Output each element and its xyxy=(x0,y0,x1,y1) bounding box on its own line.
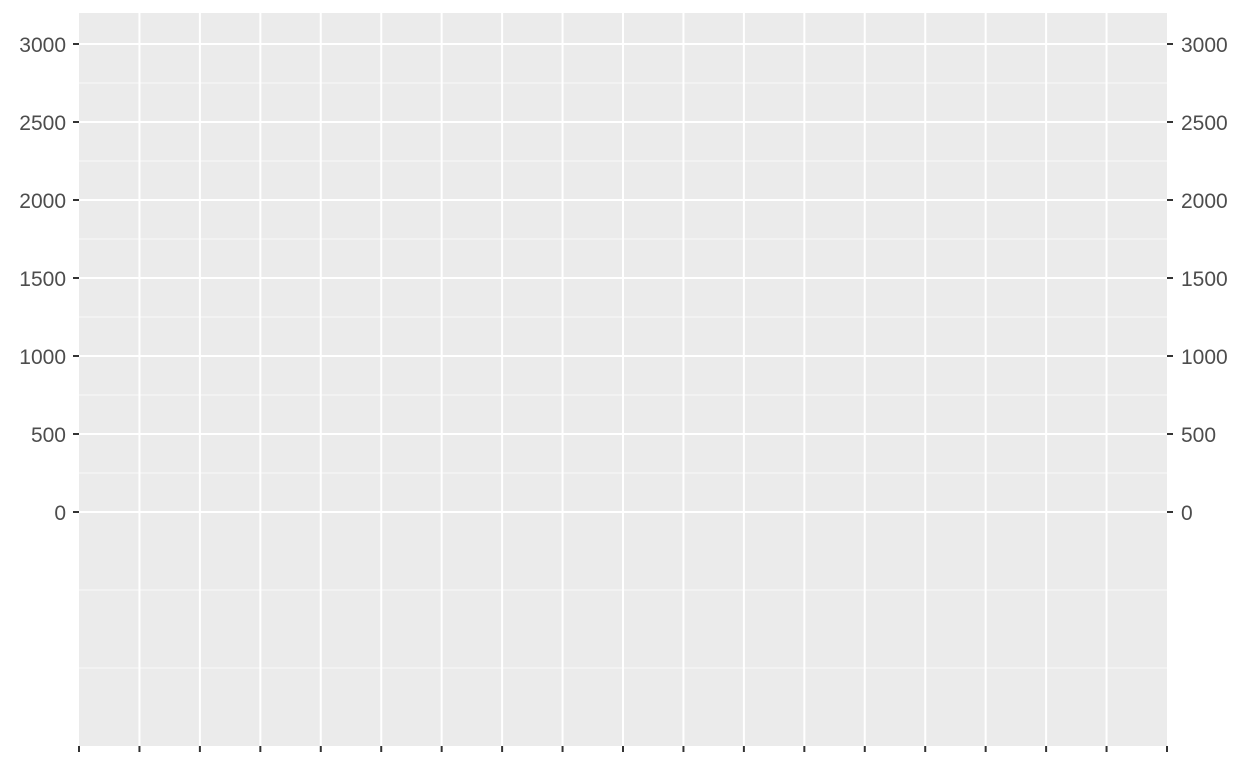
y-tick-label-left: 0 xyxy=(54,502,66,525)
y-tick-label-right: 2500 xyxy=(1181,112,1228,135)
y-tick-label-left: 2000 xyxy=(19,190,66,213)
y-tick-label-right: 1500 xyxy=(1181,268,1228,291)
y-tick-label-left: 2500 xyxy=(19,112,66,135)
y-tick-label-left: 3000 xyxy=(19,34,66,57)
bottom-x-axis xyxy=(78,746,1168,752)
major-gridlines-x xyxy=(138,13,1108,746)
y-tick-label-right: 2000 xyxy=(1181,190,1228,213)
right-y-axis: 0 500 1000 1500 2000 2500 3000 xyxy=(1167,34,1228,525)
y-tick-label-left: 1500 xyxy=(19,268,66,291)
y-tick-label-left: 1000 xyxy=(19,346,66,369)
y-tick-label-right: 1000 xyxy=(1181,346,1228,369)
y-tick-label-left: 500 xyxy=(31,424,66,447)
left-y-axis: 0 500 1000 1500 2000 2500 3000 xyxy=(19,34,79,525)
y-tick-label-right: 500 xyxy=(1181,424,1216,447)
y-tick-label-right: 3000 xyxy=(1181,34,1228,57)
y-tick-label-right: 0 xyxy=(1181,502,1193,525)
